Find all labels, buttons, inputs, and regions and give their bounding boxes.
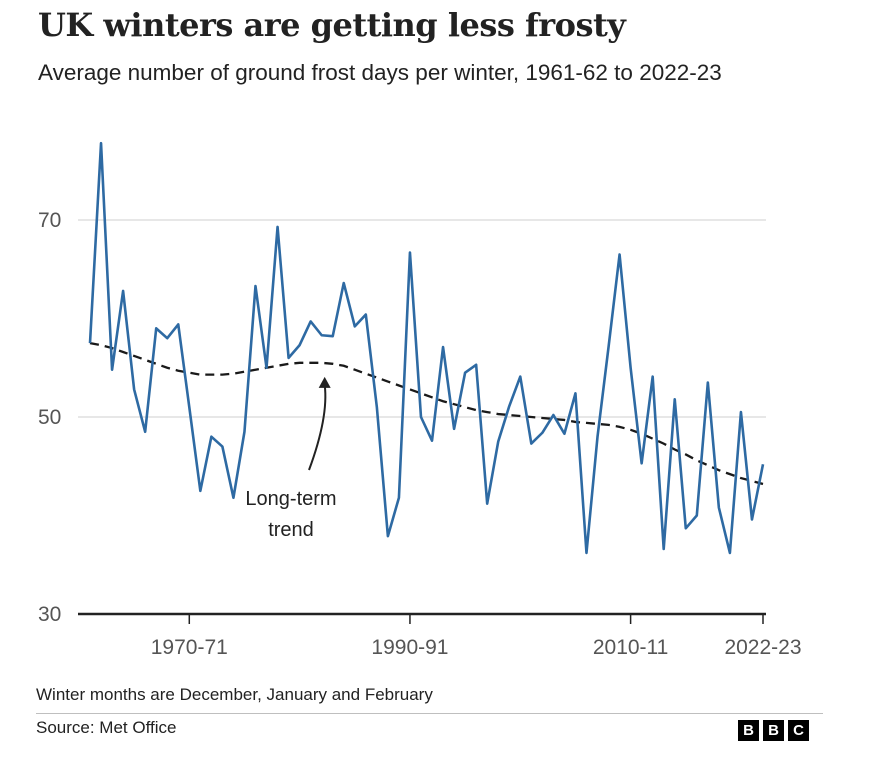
source-credit: Source: Met Office: [36, 718, 177, 737]
chart-subtitle: Average number of ground frost days per …: [38, 60, 722, 85]
trend-annotation-arrowhead: [318, 376, 331, 388]
trend-annotation-label-line1: Long-term: [245, 488, 336, 510]
x-axis-ticks: 1970-71 1990-91 2010-11 2022-23: [151, 614, 802, 659]
chart-title: UK winters are getting less frosty: [38, 6, 626, 44]
frost-days-line-chart: 30 50 70 1970-71 1990-91 2010-11 2022-23 Long…: [38, 141, 802, 659]
y-tick-label: 50: [38, 406, 61, 429]
footer-divider: [36, 713, 823, 714]
footnote: Winter months are December, January and …: [36, 685, 433, 704]
trend-series-line: [89, 341, 764, 486]
x-tick-label: 1970-71: [151, 636, 228, 659]
y-gridlines: [78, 219, 766, 418]
bbc-logo-block-3: C: [788, 720, 809, 741]
x-tick-label: 2022-23: [724, 636, 801, 659]
bbc-logo-block-2: B: [763, 720, 784, 741]
bbc-logo-block-1: B: [738, 720, 759, 741]
frost-days-series-line: [88, 141, 765, 555]
x-tick-label: 2010-11: [593, 636, 669, 659]
y-tick-label: 70: [38, 209, 61, 232]
trend-annotation-arrow: [308, 384, 327, 471]
trend-annotation-label-line2: trend: [268, 519, 314, 541]
bbc-logo: B B C: [738, 720, 809, 741]
y-axis-ticks: 30 50 70: [38, 209, 61, 626]
trend-annotation: Long-term trend: [245, 376, 337, 541]
y-tick-label: 30: [38, 603, 61, 626]
x-tick-label: 1990-91: [371, 636, 448, 659]
